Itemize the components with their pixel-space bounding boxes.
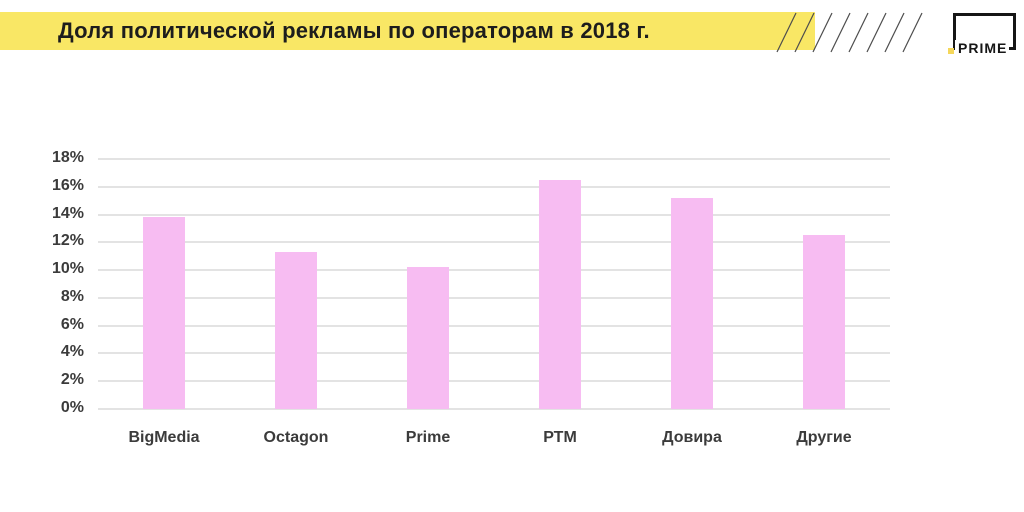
columns bbox=[98, 159, 890, 409]
y-tick-label-8: 8% bbox=[60, 287, 84, 305]
bar-BigMedia bbox=[143, 217, 185, 409]
hatch-decoration-icon bbox=[776, 12, 923, 53]
y-tick-label-6: 6% bbox=[60, 315, 84, 333]
title-banner: Доля политической рекламы по операторам … bbox=[0, 12, 815, 50]
y-tick-label-18: 18% bbox=[51, 149, 84, 166]
page-title: Доля политической рекламы по операторам … bbox=[58, 18, 650, 43]
bar-Довира bbox=[671, 197, 713, 409]
gridline-2 bbox=[98, 380, 890, 382]
x-labels: BigMedia Octagon Prime РТМ Довира Другие bbox=[98, 429, 890, 447]
x-tick-label-РТМ: РТМ bbox=[543, 429, 577, 446]
bar-column-РТМ bbox=[494, 159, 626, 409]
y-tick-label-4: 4% bbox=[60, 343, 84, 361]
y-tick-label-2: 2% bbox=[60, 371, 84, 389]
logo-accent-dot bbox=[948, 48, 954, 54]
gridline-0 bbox=[98, 408, 890, 410]
gridline-8 bbox=[98, 297, 890, 299]
x-tick-label-Другие: Другие bbox=[796, 429, 852, 446]
bar-column-Octagon bbox=[230, 159, 362, 409]
bar-РТМ bbox=[539, 179, 581, 409]
y-tick-label-12: 12% bbox=[51, 232, 84, 250]
x-tick-label-BigMedia: BigMedia bbox=[128, 429, 200, 446]
x-tick-label-Prime: Prime bbox=[405, 429, 451, 446]
y-tick-label-10: 10% bbox=[51, 260, 84, 278]
bar-column-BigMedia bbox=[98, 159, 230, 409]
gridline-18 bbox=[98, 158, 890, 160]
gridline-10 bbox=[98, 269, 890, 271]
y-tick-label-14: 14% bbox=[51, 204, 84, 222]
bar-column-Prime bbox=[362, 159, 494, 409]
bar-Другие bbox=[803, 235, 845, 409]
x-tick-label-Octagon: Octagon bbox=[263, 429, 329, 446]
bar-Prime bbox=[407, 267, 449, 409]
bar-Octagon bbox=[275, 252, 317, 409]
prime-logo-text: PRIME bbox=[955, 40, 1010, 56]
y-tick-label-16: 16% bbox=[51, 176, 84, 194]
gridline-14 bbox=[98, 214, 890, 216]
gridline-6 bbox=[98, 325, 890, 327]
gridline-16 bbox=[98, 186, 890, 188]
gridline-12 bbox=[98, 241, 890, 243]
prime-logo: PRIME bbox=[948, 13, 1016, 56]
gridline-4 bbox=[98, 352, 890, 354]
gridlines: 0% 2% 4% 6% 8% 10% 12% 14% 16% 18% bbox=[52, 150, 890, 416]
bar-column-Другие bbox=[758, 159, 890, 409]
y-tick-label-0: 0% bbox=[60, 399, 84, 416]
bar-chart: 0% 2% 4% 6% 8% 10% 12% 14% 16% 18% BigMedia Octago… bbox=[52, 150, 890, 446]
bar-column-Довира bbox=[626, 159, 758, 409]
x-tick-label-Довира: Довира bbox=[662, 429, 722, 446]
